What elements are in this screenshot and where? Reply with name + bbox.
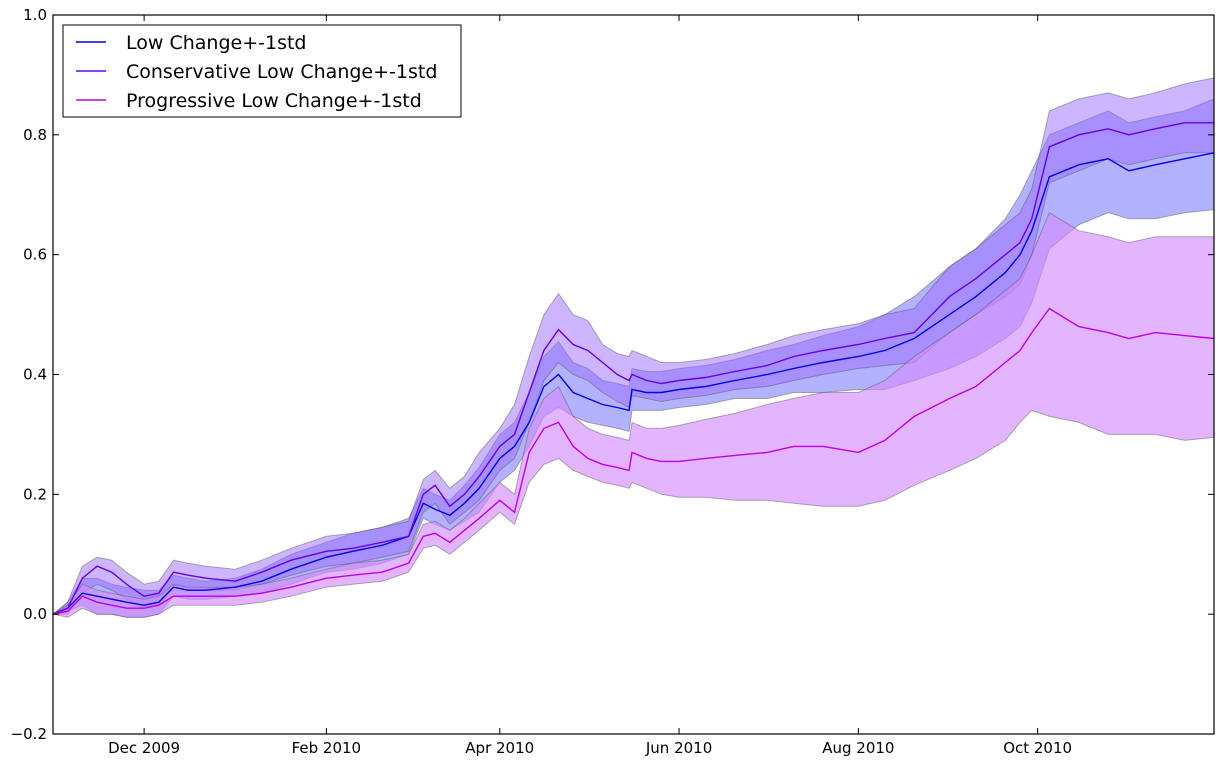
y-tick-label: 0.4 — [23, 366, 47, 384]
legend-label: Low Change+-1std — [126, 32, 306, 54]
x-tick-label: Jun 2010 — [645, 739, 712, 757]
axis-ticks: −0.2 0.0 0.2 0.4 0.6 0.8 1.0 Dec 2009 Feb 2010 Ap… — [11, 6, 1214, 757]
y-tick-label: 0.6 — [23, 246, 47, 264]
y-tick-label: −0.2 — [11, 725, 47, 743]
x-tick-label: Aug 2010 — [822, 739, 894, 757]
std-band-2 — [51, 211, 1215, 618]
x-tick-label: Oct 2010 — [1003, 739, 1072, 757]
series-lines — [52, 122, 1215, 615]
x-tick-label: Feb 2010 — [292, 739, 362, 757]
y-tick-label: 0.8 — [23, 126, 47, 144]
series-line-2 — [52, 307, 1215, 615]
x-tick-label: Apr 2010 — [465, 739, 534, 757]
legend: Low Change+-1std Conservative Low Change+… — [62, 24, 462, 118]
legend-label: Conservative Low Change+-1std — [126, 61, 437, 83]
series-line-1 — [52, 122, 1214, 615]
y-tick-label: 0.2 — [23, 485, 47, 503]
legend-label: Progressive Low Change+-1std — [126, 90, 422, 112]
series-line-0 — [52, 152, 1215, 615]
std-bands — [51, 77, 1215, 618]
legend-box — [62, 24, 462, 118]
y-tick-label: 1.0 — [23, 6, 47, 24]
x-tick-label: Dec 2009 — [108, 739, 180, 757]
y-tick-label: 0.0 — [23, 605, 47, 623]
